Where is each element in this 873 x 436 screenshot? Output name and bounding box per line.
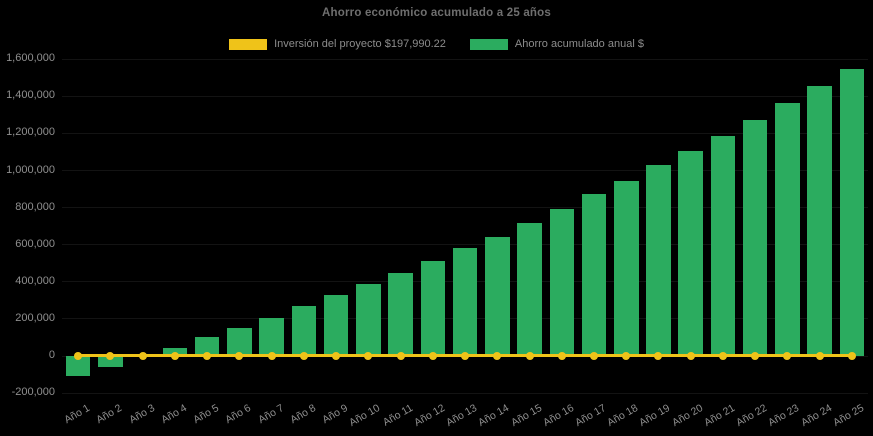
- gridline: [62, 392, 868, 394]
- bar-ahorro-year-6[interactable]: [227, 327, 252, 356]
- y-axis-tick-label: 1,400,000: [6, 89, 55, 102]
- investment-line-marker[interactable]: [235, 351, 244, 360]
- bar-ahorro-year-14[interactable]: [485, 236, 510, 356]
- legend-label-investment: Inversión del proyecto $197,990.22: [274, 38, 446, 50]
- bar-ahorro-year-17[interactable]: [581, 194, 607, 356]
- investment-line-marker[interactable]: [686, 351, 695, 360]
- bar-ahorro-year-18[interactable]: [614, 180, 639, 356]
- bar-ahorro-year-10[interactable]: [356, 283, 381, 356]
- y-axis-tick-label: 1,200,000: [6, 126, 55, 139]
- investment-line-marker[interactable]: [525, 351, 534, 360]
- bar-ahorro-year-1[interactable]: [65, 355, 91, 376]
- bar-ahorro-year-19[interactable]: [646, 165, 671, 356]
- y-axis-tick-label: -200,000: [11, 386, 55, 399]
- investment-line-marker[interactable]: [461, 351, 469, 360]
- bar-ahorro-year-9[interactable]: [323, 294, 349, 356]
- gridline: [62, 132, 868, 134]
- investment-line-marker[interactable]: [847, 351, 856, 360]
- bar-ahorro-year-15[interactable]: [517, 223, 542, 356]
- bar-ahorro-year-13[interactable]: [452, 248, 478, 356]
- investment-line-marker[interactable]: [815, 351, 824, 360]
- investment-line-marker[interactable]: [622, 351, 631, 360]
- bar-ahorro-year-7[interactable]: [259, 317, 284, 356]
- investment-line-marker[interactable]: [718, 351, 727, 360]
- legend: Inversión del proyecto $197,990.22 Ahorr…: [0, 36, 873, 52]
- investment-line-marker[interactable]: [299, 351, 308, 360]
- investment-line-marker[interactable]: [364, 351, 373, 360]
- gridline: [62, 207, 868, 209]
- gridline: [62, 244, 868, 246]
- bar-ahorro-year-20[interactable]: [678, 151, 703, 356]
- chart-title: Ahorro económico acumulado a 25 años: [322, 7, 551, 19]
- bar-ahorro-year-11[interactable]: [388, 273, 413, 356]
- gridline: [62, 170, 868, 171]
- y-axis-tick-label: 600,000: [15, 237, 55, 250]
- bar-ahorro-year-12[interactable]: [420, 261, 445, 356]
- bar-ahorro-year-5[interactable]: [194, 336, 220, 356]
- investment-line-marker[interactable]: [428, 351, 437, 360]
- y-axis-tick-label: 0: [48, 349, 55, 361]
- gridline: [62, 58, 868, 60]
- legend-item-savings[interactable]: Ahorro acumulado anual $: [469, 38, 644, 50]
- y-axis-tick-label: 1,000,000: [6, 163, 55, 176]
- bar-ahorro-year-24[interactable]: [807, 85, 832, 356]
- investment-line-marker[interactable]: [74, 351, 83, 360]
- investment-line-marker[interactable]: [590, 351, 598, 360]
- legend-label-savings: Ahorro acumulado anual $: [514, 38, 644, 50]
- y-axis-tick-label: 400,000: [15, 274, 55, 287]
- gridline: [62, 95, 868, 97]
- investment-line-marker[interactable]: [396, 351, 405, 360]
- bar-ahorro-year-2[interactable]: [98, 355, 123, 368]
- investment-line-marker[interactable]: [267, 351, 276, 360]
- investment-line-marker[interactable]: [751, 351, 760, 360]
- legend-swatch-savings-icon: [469, 38, 508, 50]
- bar-ahorro-year-22[interactable]: [742, 119, 768, 356]
- bar-ahorro-year-25[interactable]: [839, 68, 865, 356]
- y-axis-tick-label: 1,600,000: [6, 52, 55, 65]
- bar-ahorro-year-16[interactable]: [549, 209, 574, 356]
- investment-line-marker[interactable]: [783, 351, 792, 360]
- bar-ahorro-year-23[interactable]: [775, 103, 800, 356]
- legend-item-investment[interactable]: Inversión del proyecto $197,990.22: [229, 38, 446, 50]
- y-axis-tick-label: 800,000: [15, 200, 55, 213]
- investment-line-marker[interactable]: [332, 351, 340, 360]
- investment-line-marker[interactable]: [106, 351, 115, 360]
- investment-line-marker[interactable]: [170, 351, 179, 360]
- investment-line-marker[interactable]: [557, 351, 566, 360]
- investment-line-marker[interactable]: [493, 351, 502, 360]
- y-axis-tick-label: 200,000: [15, 311, 55, 324]
- bar-ahorro-year-8[interactable]: [291, 305, 317, 356]
- investment-line-marker[interactable]: [203, 351, 212, 360]
- bar-ahorro-year-21[interactable]: [710, 135, 736, 356]
- legend-swatch-investment-icon: [229, 38, 268, 50]
- investment-line-marker[interactable]: [138, 351, 147, 360]
- investment-line-marker[interactable]: [654, 351, 663, 360]
